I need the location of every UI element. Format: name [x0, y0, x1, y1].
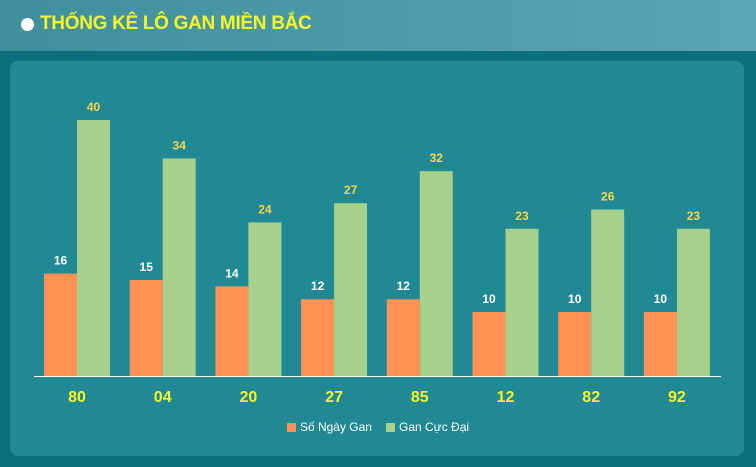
- category-label-92: 92: [668, 389, 686, 406]
- legend-swatch-max: [385, 422, 395, 432]
- bar-max-85[interactable]: [419, 171, 453, 376]
- data-label-days-82: 10: [568, 292, 582, 306]
- header-bar: THỐNG KÊ LÔ GAN MIỀN BẮC: [0, 0, 756, 51]
- data-label-days-92: 10: [654, 292, 668, 306]
- legend-item-max[interactable]: Gan Cực Đại: [385, 420, 470, 434]
- bullet-circle-icon: [21, 18, 34, 31]
- bar-max-82[interactable]: [591, 209, 625, 376]
- category-label-80: 80: [68, 389, 86, 406]
- bar-max-04[interactable]: [162, 158, 196, 376]
- bar-max-27[interactable]: [334, 203, 368, 376]
- legend-swatch-days: [286, 422, 296, 432]
- data-label-days-20: 14: [225, 266, 239, 280]
- data-label-days-27: 12: [311, 279, 325, 293]
- category-label-85: 85: [411, 389, 429, 406]
- page-title: THỐNG KÊ LÔ GAN MIỀN BẮC: [40, 13, 312, 34]
- data-label-max-04: 34: [173, 138, 187, 152]
- category-label-82: 82: [582, 389, 600, 406]
- data-label-max-27: 27: [344, 183, 358, 197]
- data-label-days-80: 16: [54, 254, 68, 268]
- bar-max-92[interactable]: [676, 228, 710, 376]
- bar-days-27[interactable]: [301, 299, 335, 376]
- bar-days-12[interactable]: [472, 312, 506, 376]
- data-label-max-92: 23: [687, 209, 701, 223]
- bar-max-12[interactable]: [505, 228, 539, 376]
- data-label-max-85: 32: [430, 151, 444, 165]
- data-label-days-04: 15: [140, 260, 154, 274]
- bar-days-85[interactable]: [386, 299, 420, 376]
- bar-days-20[interactable]: [215, 286, 249, 376]
- category-label-04: 04: [154, 389, 172, 406]
- data-label-max-80: 40: [87, 100, 101, 114]
- bar-max-80[interactable]: [77, 120, 110, 376]
- bar-days-82[interactable]: [558, 312, 592, 376]
- data-label-max-12: 23: [515, 209, 529, 223]
- bar-days-92[interactable]: [643, 312, 677, 376]
- category-label-20: 20: [240, 389, 258, 406]
- legend-label-days: Số Ngày Gan: [299, 420, 372, 434]
- bar-days-80[interactable]: [44, 273, 77, 376]
- bar-days-04[interactable]: [129, 280, 163, 376]
- bar-max-20[interactable]: [248, 222, 282, 376]
- legend-label-max: Gan Cực Đại: [398, 420, 470, 434]
- legend-item-days[interactable]: Số Ngày Gan: [286, 420, 372, 434]
- data-label-days-85: 12: [397, 279, 411, 293]
- category-label-12: 12: [497, 389, 515, 406]
- data-label-max-20: 24: [258, 202, 272, 216]
- data-label-days-12: 10: [482, 292, 496, 306]
- category-label-27: 27: [325, 389, 343, 406]
- data-label-max-82: 26: [601, 190, 615, 204]
- chart-legend: Số Ngày Gan Gan Cực Đại: [0, 419, 756, 435]
